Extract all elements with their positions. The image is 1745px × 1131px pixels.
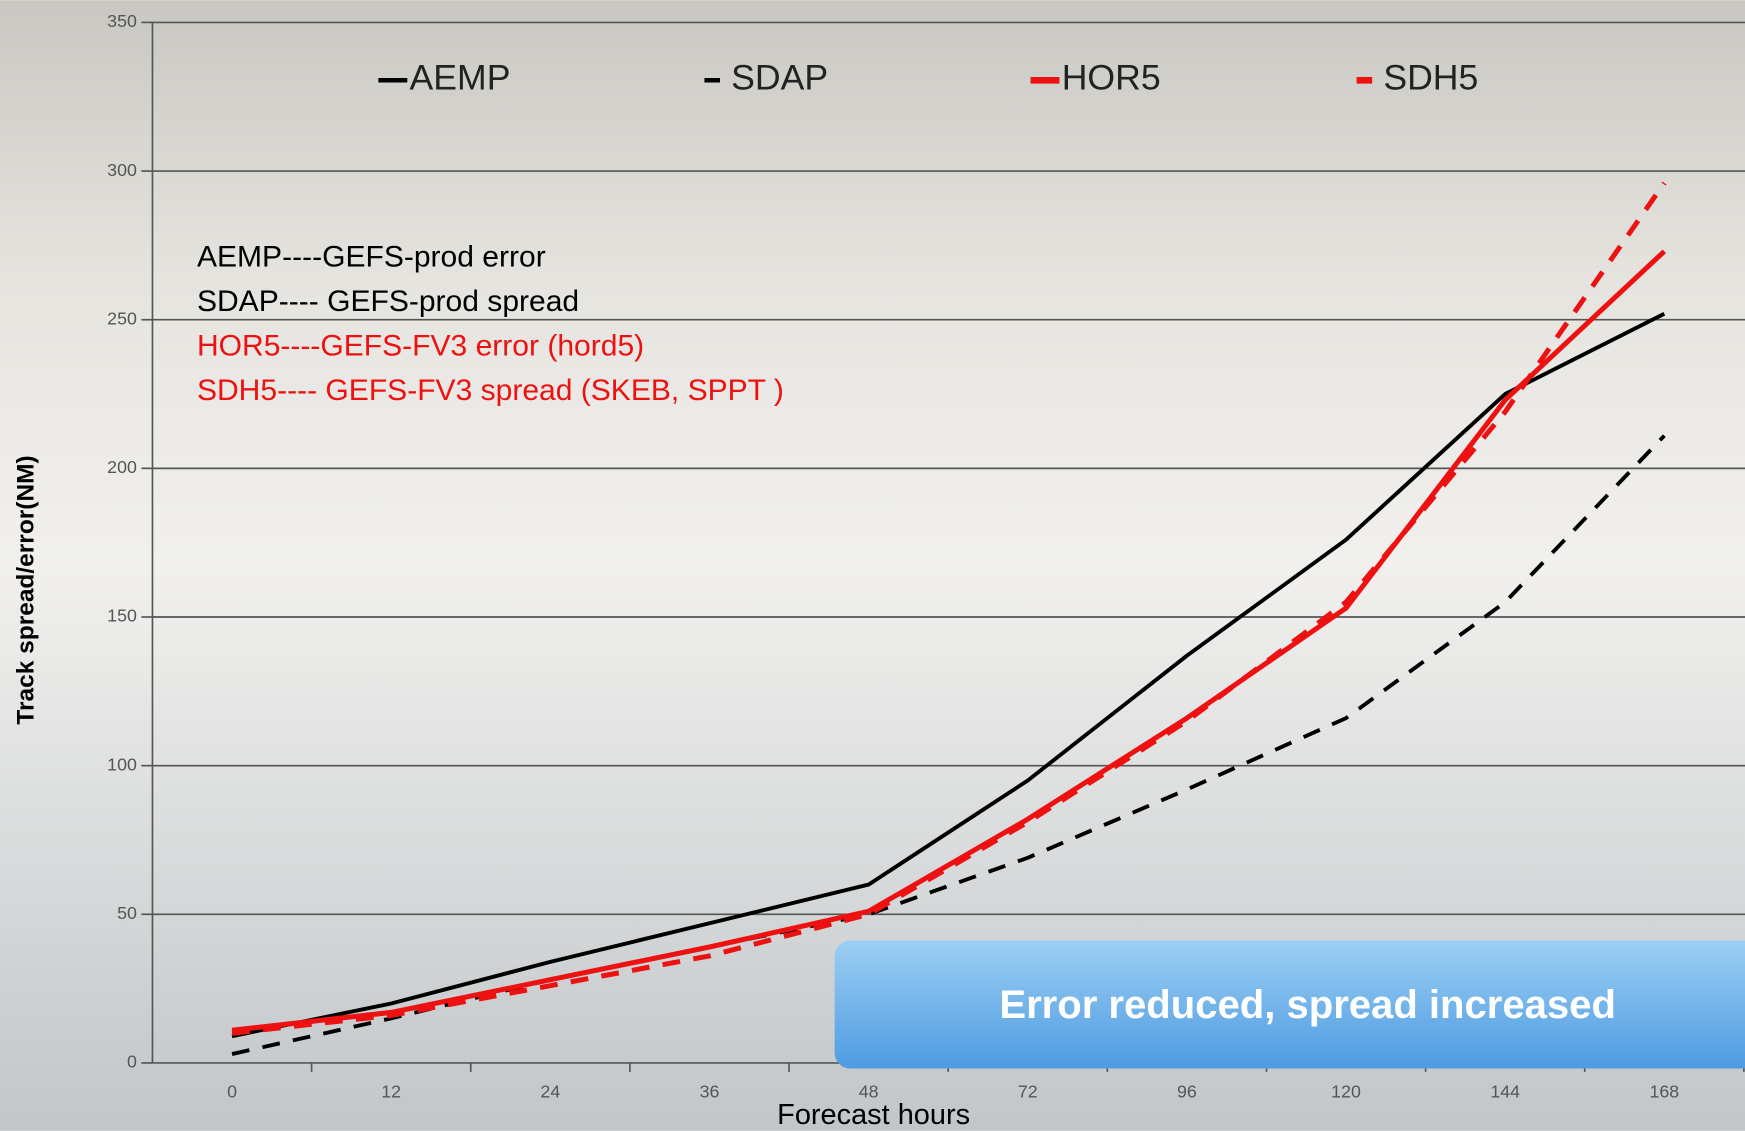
x-tick-label: 36	[700, 1082, 720, 1102]
annotation: SDAP---- GEFS-prod spread	[197, 285, 579, 318]
annotation: SDH5---- GEFS-FV3 spread (SKEB, SPPT )	[197, 374, 784, 407]
legend-label: SDAP	[731, 58, 828, 98]
y-axis-label: Track spread/error(NM)	[12, 455, 39, 724]
y-tick-label: 150	[107, 606, 137, 626]
y-tick-label: 200	[107, 457, 137, 477]
callout-text: Error reduced, spread increased	[999, 983, 1616, 1027]
legend-label: AEMP	[410, 58, 511, 98]
x-tick-label: 24	[540, 1082, 560, 1102]
x-tick-label: 120	[1331, 1082, 1361, 1102]
callout: Error reduced, spread increased	[835, 941, 1745, 1069]
y-tick-label: 100	[107, 754, 137, 774]
x-tick-label: 96	[1177, 1082, 1197, 1102]
y-tick-label: 0	[127, 1052, 137, 1072]
x-tick-label: 144	[1490, 1082, 1520, 1102]
annotation: AEMP----GEFS-prod error	[197, 240, 546, 273]
y-tick-label: 250	[107, 308, 137, 328]
x-tick-label: 48	[859, 1082, 879, 1102]
legend-label: SDH5	[1383, 58, 1478, 98]
legend-label: HOR5	[1062, 58, 1161, 98]
y-tick-label: 300	[107, 160, 137, 180]
x-tick-label: 0	[227, 1082, 237, 1102]
x-tick-label: 72	[1018, 1082, 1038, 1102]
x-tick-label: 12	[381, 1082, 401, 1102]
x-tick-label: 168	[1649, 1082, 1679, 1102]
chart: Track spread/error(NM) Forecast hours 0 5…	[0, 0, 1745, 1131]
x-axis-label: Forecast hours	[777, 1099, 970, 1131]
y-tick-label: 50	[117, 903, 137, 923]
y-tick-label: 350	[107, 11, 137, 31]
annotation: HOR5----GEFS-FV3 error (hord5)	[197, 329, 644, 362]
page: Track spread/error(NM) Forecast hours 0 5…	[0, 0, 1745, 1131]
